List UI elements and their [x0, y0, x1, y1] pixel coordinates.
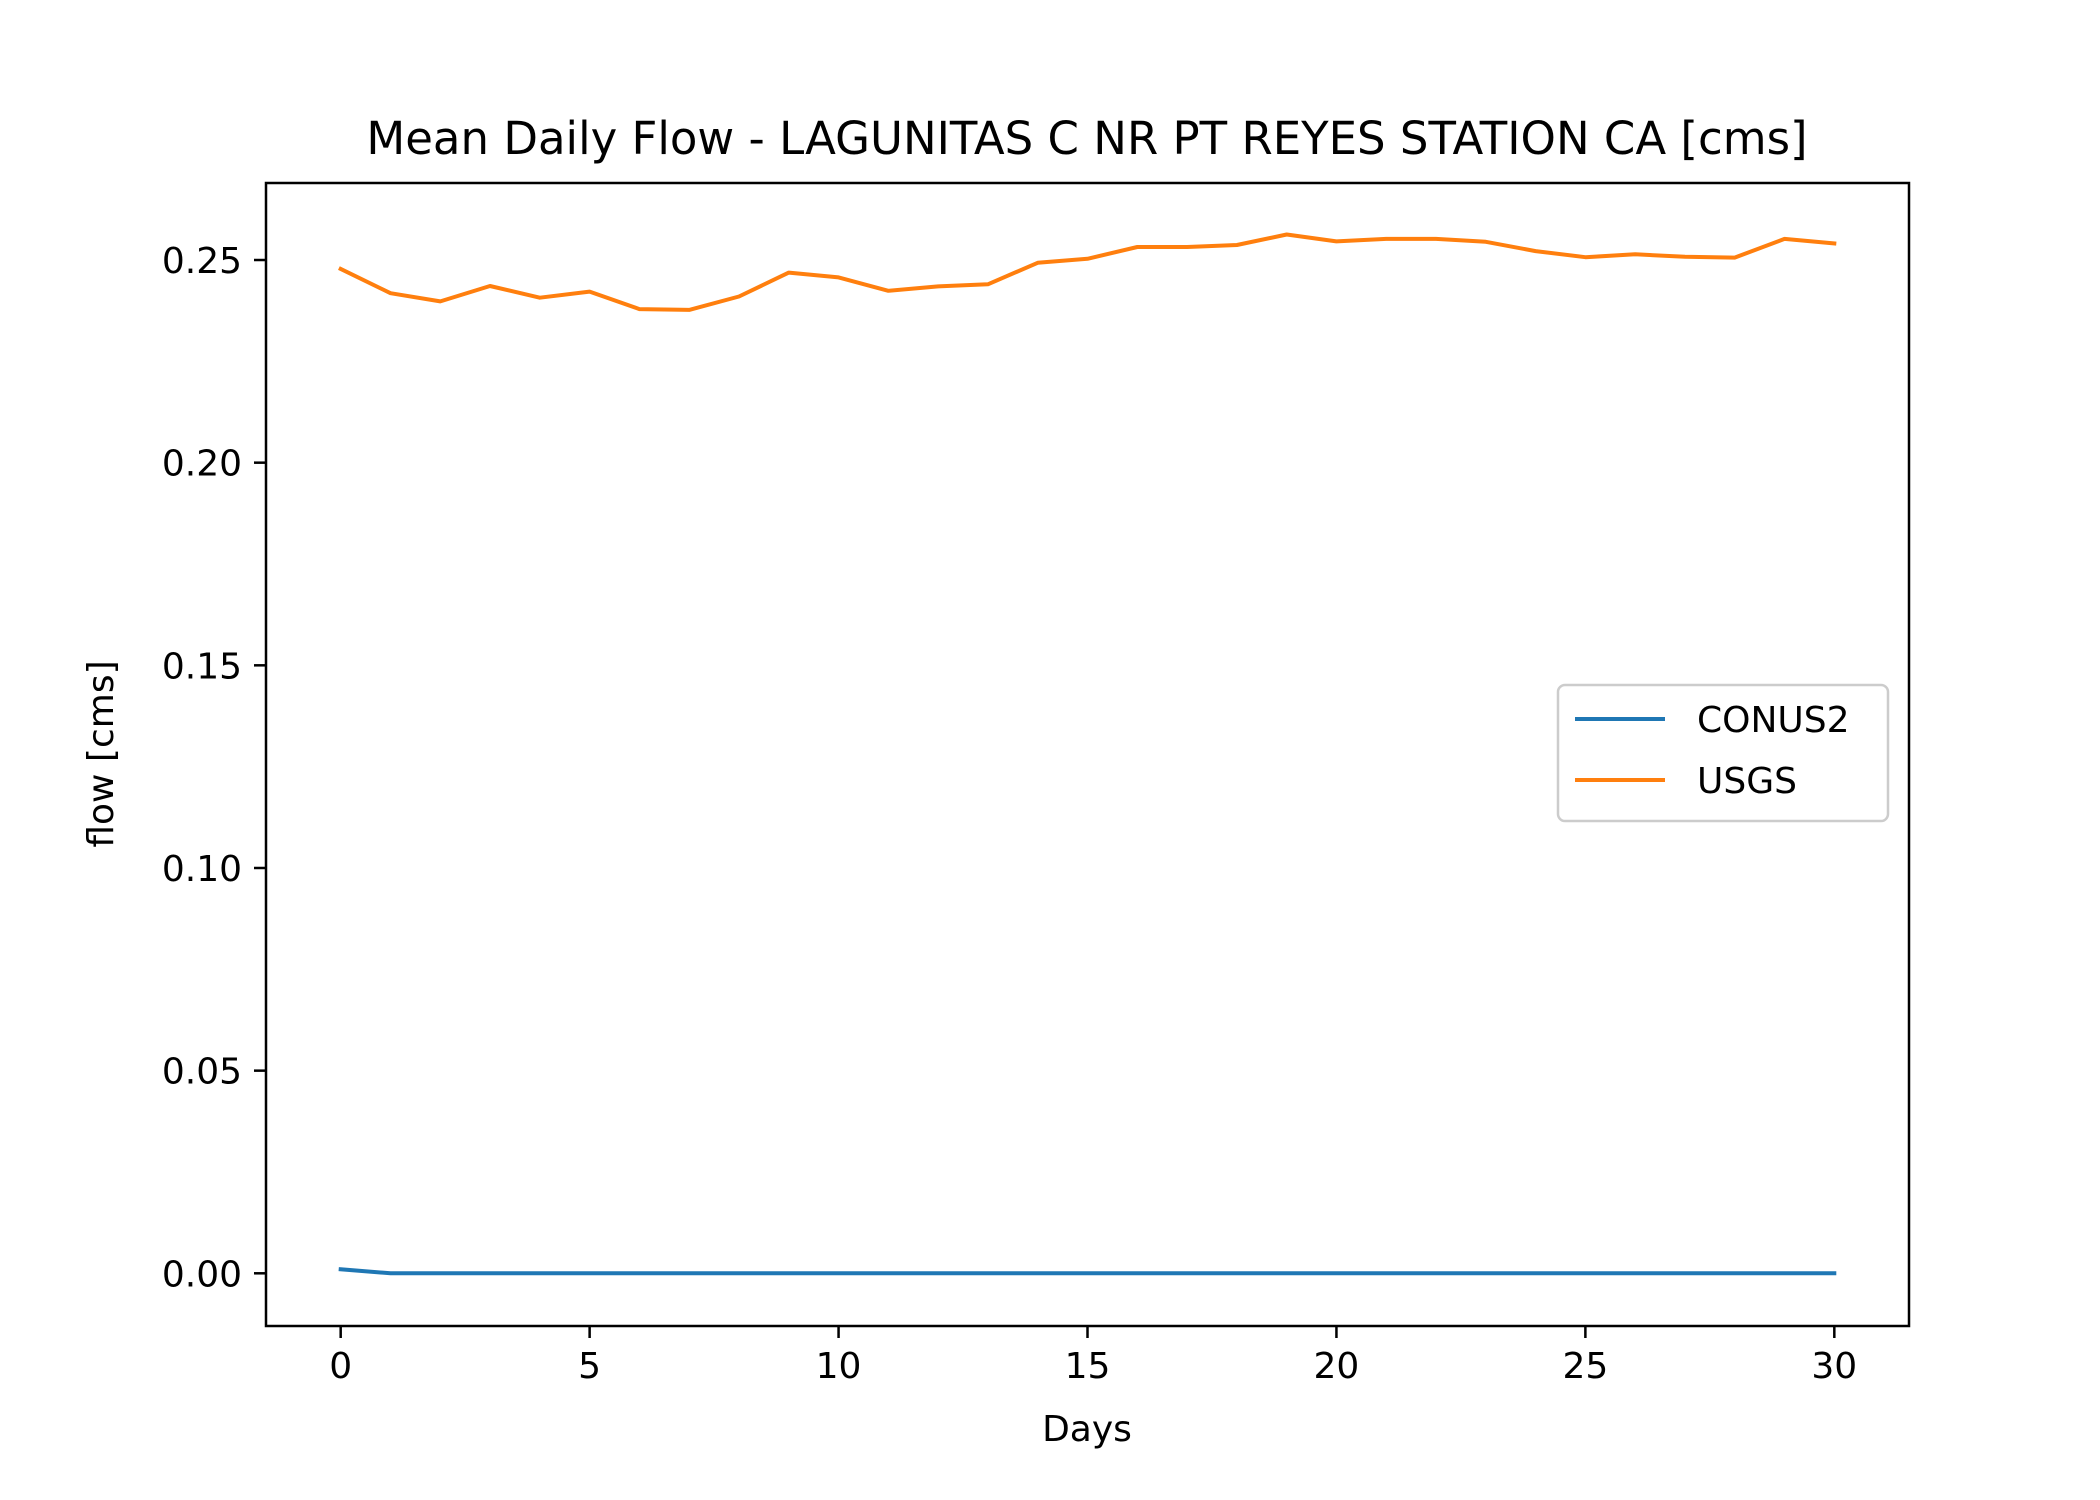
legend: CONUS2 USGS: [1556, 683, 1890, 823]
y-tick-label: 0.25: [162, 241, 242, 282]
x-tick-label: 5: [578, 1346, 601, 1387]
x-tick-label: 10: [816, 1346, 862, 1387]
x-axis-ticks: 0 5 10 15 20 25 30: [329, 1326, 1857, 1387]
y-tick-label: 0.00: [162, 1254, 242, 1295]
x-tick-label: 25: [1562, 1346, 1608, 1387]
y-tick-label: 0.20: [162, 444, 242, 485]
legend-label-conus2: CONUS2: [1697, 700, 1850, 741]
y-tick-label: 0.10: [162, 849, 242, 890]
y-tick-label: 0.05: [162, 1052, 242, 1093]
x-tick-label: 15: [1065, 1346, 1111, 1387]
x-tick-label: 20: [1314, 1346, 1360, 1387]
x-tick-label: 30: [1811, 1346, 1857, 1387]
x-axis-label: Days: [1042, 1409, 1132, 1450]
y-tick-label: 0.15: [162, 646, 242, 687]
y-axis-ticks: 0.00 0.05 0.10 0.15 0.20 0.25: [162, 241, 266, 1295]
series-layer: [338, 232, 1837, 1276]
chart-title: Mean Daily Flow - LAGUNITAS C NR PT REYE…: [366, 112, 1807, 165]
series-line-conus2: [338, 1267, 1837, 1276]
legend-label-usgs: USGS: [1697, 761, 1797, 802]
legend-entries: CONUS2 USGS: [1575, 700, 1850, 802]
y-axis-label: flow [cms]: [81, 660, 122, 847]
x-tick-label: 0: [329, 1346, 352, 1387]
series-line-usgs: [338, 232, 1837, 312]
